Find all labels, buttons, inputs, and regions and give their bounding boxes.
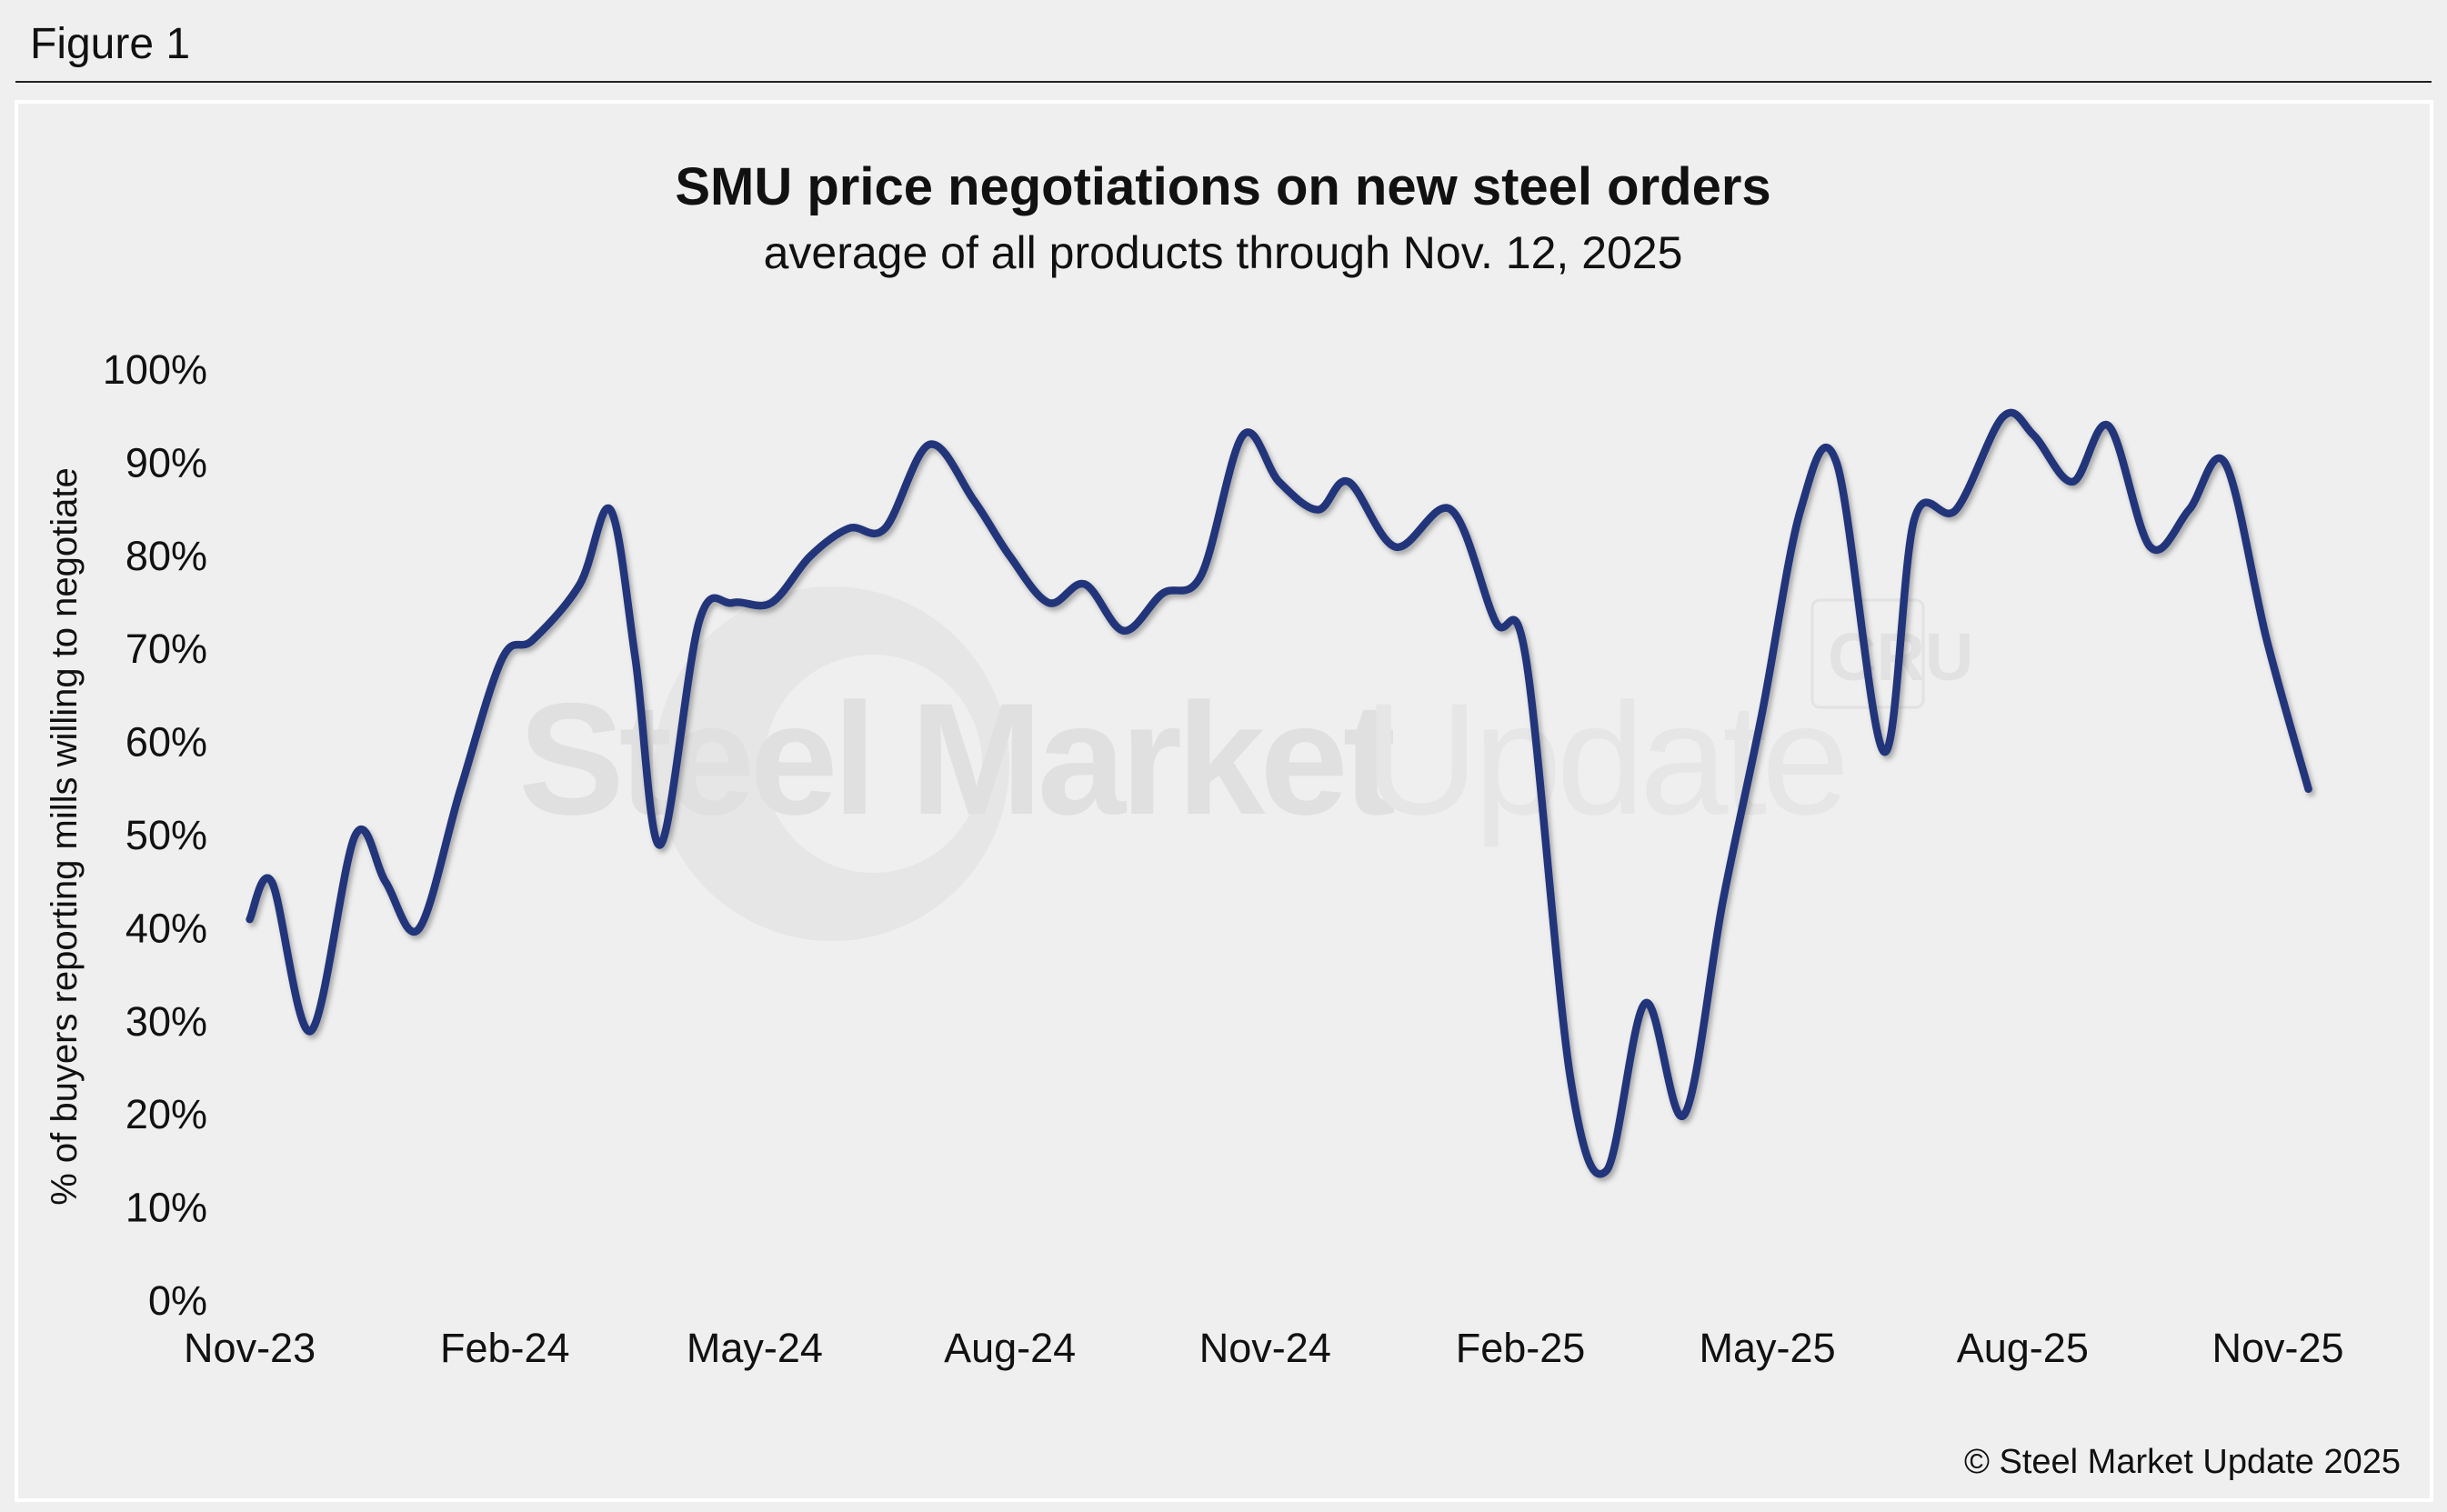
- x-tick-label: Feb-24: [440, 1325, 570, 1371]
- y-tick-label: 20%: [125, 1091, 207, 1137]
- x-tick-label: Feb-25: [1456, 1325, 1586, 1371]
- x-tick-label: Aug-25: [1957, 1325, 2089, 1371]
- x-axis-ticks: Nov-23 Feb-24 May-24 Aug-24 Nov-24 Feb-25 May-…: [184, 1325, 2343, 1371]
- copyright: © Steel Market Update 2025: [1964, 1443, 2401, 1481]
- y-tick-label: 90%: [125, 439, 207, 486]
- y-tick-label: 80%: [125, 533, 207, 579]
- y-tick-label: 30%: [125, 998, 207, 1045]
- y-tick-label: 50%: [125, 812, 207, 858]
- y-tick-label: 100%: [103, 346, 207, 393]
- y-tick-label: 70%: [125, 626, 207, 672]
- chart-panel: [15, 100, 2433, 1502]
- x-tick-label: Nov-24: [1199, 1325, 1331, 1371]
- x-tick-label: May-25: [1700, 1325, 1836, 1371]
- svg-text:Update: Update: [1364, 671, 1844, 848]
- figure-label: Figure 1: [30, 20, 190, 68]
- y-tick-label: 0%: [148, 1277, 207, 1324]
- x-tick-label: Nov-23: [184, 1325, 316, 1371]
- y-axis-ticks: 0% 10% 20% 30% 40% 50% 60% 70% 80% 90% 100%: [103, 346, 207, 1324]
- y-tick-label: 40%: [125, 905, 207, 951]
- x-tick-label: Aug-24: [944, 1325, 1076, 1371]
- chart-subtitle: average of all products through Nov. 12,…: [764, 227, 1683, 278]
- y-tick-label: 60%: [125, 719, 207, 766]
- x-tick-label: Nov-25: [2211, 1325, 2343, 1371]
- y-tick-label: 10%: [125, 1185, 207, 1231]
- series-line: [246, 408, 2312, 1178]
- x-tick-label: May-24: [687, 1325, 823, 1371]
- chart-title: SMU price negotiations on new steel orde…: [675, 157, 1770, 216]
- y-axis-label: % of buyers reporting mills willing to n…: [45, 467, 85, 1206]
